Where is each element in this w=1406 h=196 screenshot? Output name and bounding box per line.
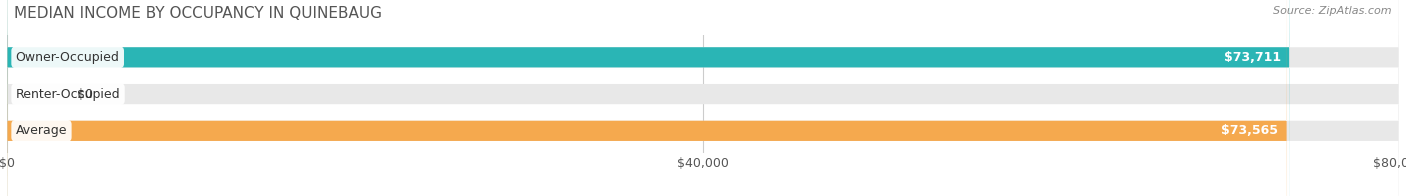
Text: Source: ZipAtlas.com: Source: ZipAtlas.com (1274, 6, 1392, 16)
FancyBboxPatch shape (7, 0, 1399, 196)
FancyBboxPatch shape (7, 0, 1399, 196)
FancyBboxPatch shape (7, 0, 1399, 196)
FancyBboxPatch shape (7, 0, 1289, 196)
Text: MEDIAN INCOME BY OCCUPANCY IN QUINEBAUG: MEDIAN INCOME BY OCCUPANCY IN QUINEBAUG (14, 6, 382, 21)
Text: Renter-Occupied: Renter-Occupied (15, 88, 121, 101)
Text: $73,565: $73,565 (1222, 124, 1278, 137)
Text: $0: $0 (77, 88, 93, 101)
FancyBboxPatch shape (7, 0, 1286, 196)
Text: Average: Average (15, 124, 67, 137)
Text: $73,711: $73,711 (1223, 51, 1281, 64)
Text: Owner-Occupied: Owner-Occupied (15, 51, 120, 64)
